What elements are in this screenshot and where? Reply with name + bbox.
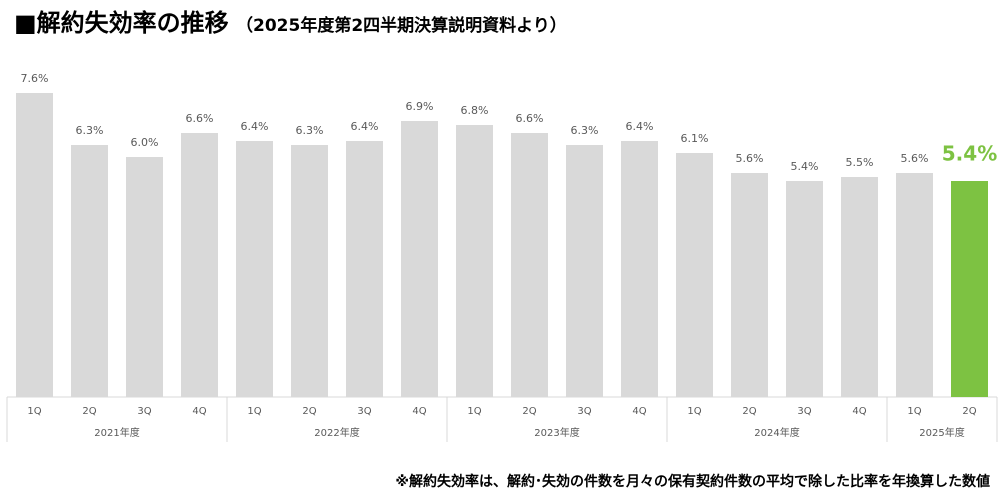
x-tick-label: 1Q — [687, 406, 701, 417]
bar — [456, 125, 493, 397]
x-tick-label: 3Q — [577, 406, 591, 417]
x-tick-label: 4Q — [192, 406, 206, 417]
bar — [621, 141, 658, 397]
bar — [896, 173, 933, 397]
x-tick-label: 2Q — [742, 406, 756, 417]
chart-subtitle: （2025年度第2四半期決算説明資料より） — [236, 15, 567, 36]
data-label: 6.9% — [406, 100, 434, 113]
data-label: 6.6% — [186, 112, 214, 125]
data-label: 6.3% — [76, 124, 104, 137]
x-tick-label: 1Q — [27, 406, 41, 417]
data-label: 6.3% — [571, 124, 599, 137]
bar — [236, 141, 273, 397]
data-label: 6.8% — [461, 104, 489, 117]
bar — [126, 157, 163, 397]
chart-title: ■解約失効率の推移 — [14, 9, 229, 37]
x-tick-label: 4Q — [412, 406, 426, 417]
x-tick-label: 2Q — [522, 406, 536, 417]
bar — [731, 173, 768, 397]
bar — [16, 93, 53, 397]
data-label: 7.6% — [21, 72, 49, 85]
bar — [291, 145, 328, 397]
group-label: 2025年度 — [919, 426, 964, 439]
x-tick-label: 1Q — [907, 406, 921, 417]
bar — [401, 121, 438, 397]
data-label: 6.6% — [516, 112, 544, 125]
x-tick-label: 2Q — [82, 406, 96, 417]
x-tick-label: 1Q — [247, 406, 261, 417]
data-label: 5.4% — [942, 142, 997, 166]
x-tick-label: 2Q — [302, 406, 316, 417]
data-label: 6.4% — [241, 120, 269, 133]
bar — [181, 133, 218, 397]
bar — [841, 177, 878, 397]
data-label: 6.4% — [626, 120, 654, 133]
footnote: ※解約失効率は、解約･失効の件数を月々の保有契約件数の平均で除した比率を年換算し… — [395, 473, 990, 490]
data-label: 6.3% — [296, 124, 324, 137]
data-label: 6.4% — [351, 120, 379, 133]
group-label: 2022年度 — [314, 426, 359, 439]
data-label: 6.0% — [131, 136, 159, 149]
x-tick-label: 3Q — [357, 406, 371, 417]
bar — [566, 145, 603, 397]
data-label: 6.1% — [681, 132, 709, 145]
group-label: 2023年度 — [534, 426, 579, 439]
x-tick-label: 2Q — [962, 406, 976, 417]
x-tick-label: 4Q — [852, 406, 866, 417]
x-tick-label: 3Q — [797, 406, 811, 417]
group-label: 2024年度 — [754, 426, 799, 439]
bar — [676, 153, 713, 397]
bar — [511, 133, 548, 397]
group-label: 2021年度 — [94, 426, 139, 439]
data-label: 5.4% — [791, 160, 819, 173]
data-label: 5.6% — [901, 152, 929, 165]
data-label: 5.5% — [846, 156, 874, 169]
x-tick-label: 1Q — [467, 406, 481, 417]
bar — [786, 181, 823, 397]
x-tick-label: 4Q — [632, 406, 646, 417]
bar — [951, 181, 988, 397]
data-label: 5.6% — [736, 152, 764, 165]
x-tick-label: 3Q — [137, 406, 151, 417]
bar — [346, 141, 383, 397]
bar — [71, 145, 108, 397]
